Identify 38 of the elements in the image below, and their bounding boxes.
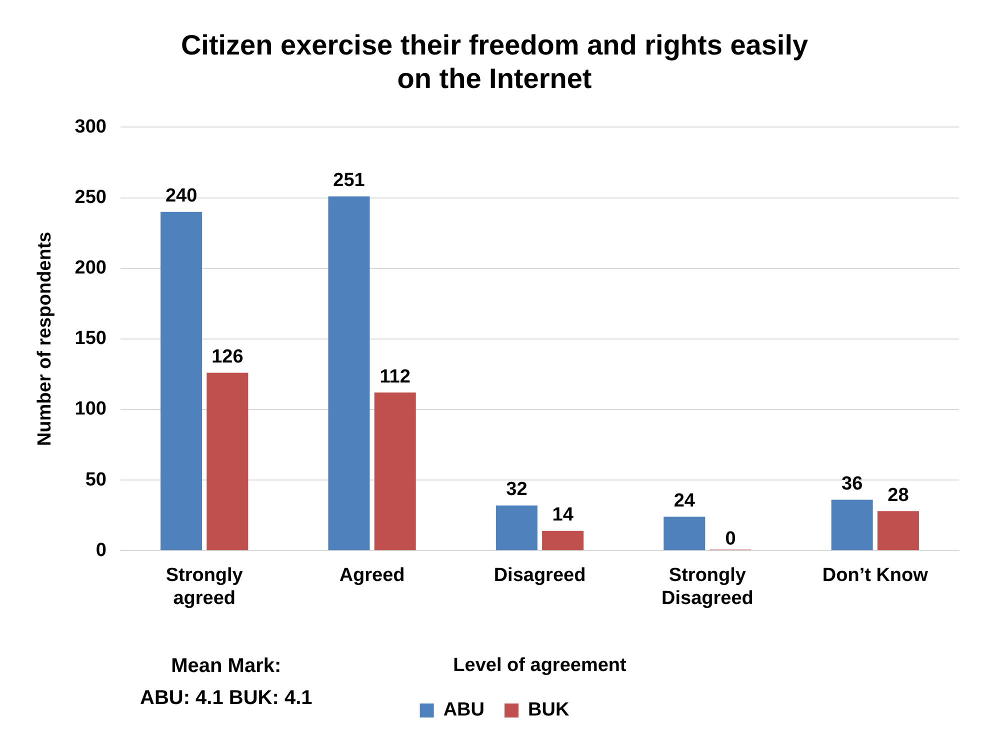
x-tick-label: Disagreed	[494, 565, 586, 586]
x-tick-label: Strongly agreed	[166, 565, 244, 610]
bar	[328, 196, 370, 550]
bar	[496, 505, 538, 550]
text: ABU: 4.1 BUK: 4.1	[140, 686, 312, 711]
bar	[664, 516, 706, 550]
data-label: 32	[506, 479, 528, 500]
legend-label: ABU	[443, 700, 485, 721]
chart-title: Citizen exercise their freedom and rights easily on the Internet	[180, 30, 808, 94]
y-tick-label: 0	[96, 540, 106, 561]
bar	[206, 372, 248, 550]
data-label: 14	[552, 504, 574, 526]
bar	[877, 511, 919, 550]
data-label: 240	[165, 186, 198, 207]
data-label: 126	[212, 346, 244, 368]
x-axis-title: Level of agreement	[453, 654, 628, 676]
x-tick-label: Agreed	[339, 565, 405, 586]
bar	[542, 530, 584, 550]
y-tick-label: 250	[74, 187, 106, 208]
data-label: 36	[842, 474, 863, 495]
y-tick-label: 200	[74, 258, 106, 279]
y-tick-label: 300	[74, 116, 106, 138]
data-label: 24	[674, 490, 696, 512]
y-tick-label: 50	[85, 469, 106, 490]
y-tick-label: 150	[74, 328, 106, 350]
y-tick-label: 100	[74, 398, 106, 420]
bar	[831, 500, 873, 550]
y-axis-title: Number of respondents	[34, 232, 56, 446]
x-tick-label: Don’t Know	[822, 565, 928, 586]
data-label: 251	[333, 170, 366, 192]
data-label: 28	[888, 484, 909, 506]
bar	[160, 212, 202, 550]
x-tick-label: Strongly Disagreed	[662, 565, 754, 610]
text: Mean Mark:	[170, 654, 282, 679]
legend-label: BUK	[528, 700, 570, 721]
data-label: 112	[380, 366, 410, 388]
data-label: 0	[725, 528, 736, 550]
bar	[374, 392, 416, 550]
